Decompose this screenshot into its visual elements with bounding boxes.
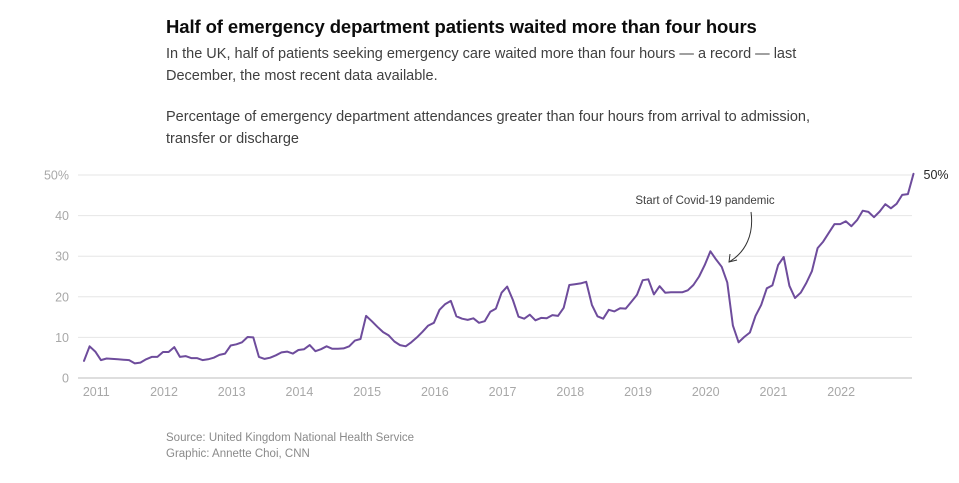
x-tick-label: 2021 [760, 385, 788, 399]
series-line [83, 172, 915, 365]
x-axis-ticks: 2011 2012 2013 2014 2015 2016 2017 2018 2019 2020… [83, 385, 855, 399]
credit-note: Graphic: Annette Choi, CNN [166, 448, 310, 460]
y-tick-label: 0 [62, 372, 69, 386]
annotation: Start of Covid-19 pandemic [635, 195, 775, 263]
arrow-head-icon [728, 253, 738, 263]
x-tick-label: 2017 [489, 385, 517, 399]
chart-footer: Source: United Kingdom National Health S… [166, 430, 414, 462]
x-tick-label: 2013 [218, 385, 246, 399]
x-tick-label: 2016 [421, 385, 449, 399]
x-tick-label: 2018 [556, 385, 584, 399]
end-value-label: 50% [924, 168, 949, 182]
x-tick-label: 2020 [692, 385, 720, 399]
x-tick-label: 2015 [353, 385, 381, 399]
y-tick-label: 40 [55, 209, 69, 223]
source-note: Source: United Kingdom National Health S… [166, 432, 415, 444]
gridlines [78, 174, 912, 379]
x-tick-label: 2012 [150, 385, 178, 399]
x-tick-label: 2014 [286, 385, 314, 399]
annotation-label: Start of Covid-19 pandemic [635, 195, 775, 207]
chart-description: Percentage of emergency department atten… [166, 109, 810, 147]
y-tick-label: 20 [55, 290, 69, 304]
y-tick-label: 30 [55, 250, 69, 264]
series-layer [83, 172, 915, 365]
y-axis-ticks: 0 10 20 30 40 50% [44, 169, 69, 386]
x-tick-label: 2019 [624, 385, 652, 399]
y-tick-label: 50% [44, 169, 69, 183]
x-tick-label: 2022 [827, 385, 855, 399]
chart-title: Half of emergency department patients wa… [166, 16, 757, 37]
annotation-arrow-icon [728, 211, 753, 263]
chart-subtitle: In the UK, half of patients seeking emer… [166, 46, 797, 84]
y-tick-label: 10 [55, 331, 69, 345]
x-tick-label: 2011 [83, 385, 110, 399]
